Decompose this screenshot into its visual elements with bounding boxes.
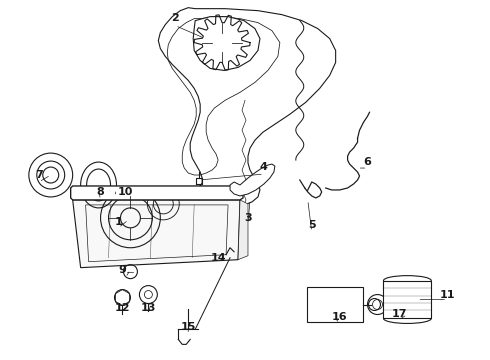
Text: 11: 11 — [440, 289, 455, 300]
Polygon shape — [238, 200, 248, 260]
Text: 12: 12 — [115, 302, 130, 312]
Text: 2: 2 — [172, 13, 179, 23]
Text: 17: 17 — [392, 310, 407, 319]
Polygon shape — [158, 8, 336, 213]
Polygon shape — [71, 186, 243, 200]
Text: 3: 3 — [244, 213, 252, 223]
Text: 13: 13 — [141, 302, 156, 312]
Text: 9: 9 — [119, 265, 126, 275]
Text: 8: 8 — [97, 187, 104, 197]
Polygon shape — [384, 280, 431, 319]
Polygon shape — [73, 200, 240, 268]
Polygon shape — [193, 17, 260, 71]
Text: 14: 14 — [210, 253, 226, 263]
Text: 6: 6 — [364, 157, 371, 167]
Polygon shape — [230, 164, 275, 196]
Text: 10: 10 — [118, 187, 133, 197]
Text: 1: 1 — [115, 217, 122, 227]
Polygon shape — [307, 287, 363, 323]
Text: 5: 5 — [308, 220, 316, 230]
Text: 4: 4 — [260, 162, 268, 172]
Text: 7: 7 — [35, 170, 43, 180]
Text: 15: 15 — [180, 323, 196, 332]
Text: 16: 16 — [332, 312, 347, 323]
